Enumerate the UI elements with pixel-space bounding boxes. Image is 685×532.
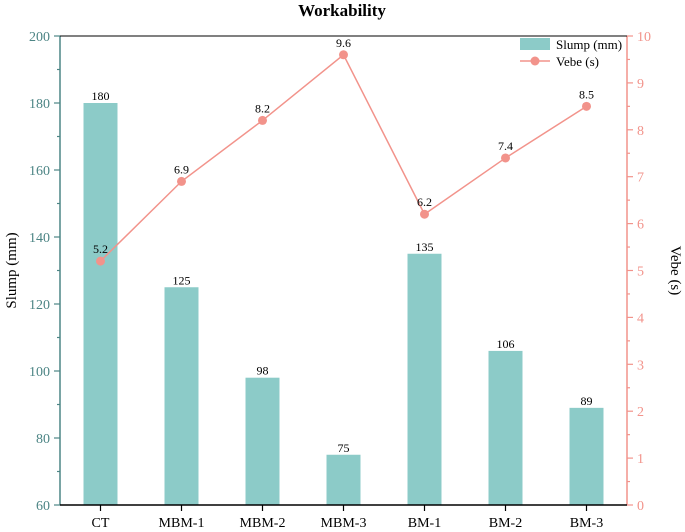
right-tick-label: 2 bbox=[637, 405, 644, 420]
slump-bar-label: 89 bbox=[581, 394, 593, 408]
slump-bar-label: 106 bbox=[497, 337, 515, 351]
vebe-point-label: 5.2 bbox=[93, 242, 108, 256]
right-tick-label: 3 bbox=[637, 358, 644, 373]
slump-bar bbox=[326, 454, 361, 505]
slump-bar-label: 125 bbox=[173, 273, 191, 287]
left-tick-label: 120 bbox=[29, 298, 50, 313]
right-tick-label: 9 bbox=[637, 77, 644, 92]
right-tick-label: 4 bbox=[637, 311, 644, 326]
legend-slump-label: Slump (mm) bbox=[556, 37, 622, 52]
right-tick-label: 7 bbox=[637, 171, 644, 186]
slump-bar bbox=[164, 287, 199, 505]
vebe-point bbox=[339, 50, 348, 60]
left-tick-label: 80 bbox=[36, 432, 50, 447]
left-tick-label: 200 bbox=[29, 30, 50, 45]
line-layer: 5.2 6.9 8.2 9.6 6.2 7.4 8.5 bbox=[93, 36, 594, 266]
slump-bar-label: 75 bbox=[338, 441, 350, 455]
bars-layer: 180 125 98 75 135 106 89 bbox=[83, 89, 604, 505]
right-tick-label: 1 bbox=[637, 452, 644, 467]
x-category-label: BM-3 bbox=[570, 516, 603, 531]
left-tick-label: 140 bbox=[29, 231, 50, 246]
vebe-point-label: 9.6 bbox=[336, 36, 351, 50]
x-category-label: BM-1 bbox=[408, 516, 441, 531]
right-tick-label: 5 bbox=[637, 265, 644, 280]
right-tick-label: 0 bbox=[637, 499, 644, 514]
vebe-point bbox=[258, 115, 267, 125]
slump-bar bbox=[83, 103, 118, 505]
legend-vebe-marker bbox=[530, 56, 540, 66]
x-category-label: CT bbox=[92, 516, 110, 531]
vebe-point bbox=[177, 176, 186, 186]
left-tick-label: 60 bbox=[36, 499, 50, 514]
x-category-label: MBM-3 bbox=[321, 516, 367, 531]
vebe-point bbox=[582, 101, 591, 111]
legend-slump-swatch bbox=[520, 38, 550, 50]
right-tick-label: 8 bbox=[637, 124, 644, 139]
vebe-point-label: 6.9 bbox=[174, 162, 189, 176]
left-tick-label: 160 bbox=[29, 164, 50, 179]
right-tick-label: 10 bbox=[637, 30, 651, 45]
slump-bar-label: 180 bbox=[92, 89, 110, 103]
left-axis-title: Slump (mm) bbox=[4, 232, 20, 308]
slump-bar bbox=[569, 407, 604, 505]
slump-bar bbox=[245, 377, 280, 505]
x-category-label: BM-2 bbox=[489, 516, 522, 531]
right-axis-title: Vebe (s) bbox=[667, 246, 683, 296]
right-tick-label: 6 bbox=[637, 218, 644, 233]
slump-bar-label: 98 bbox=[257, 364, 269, 378]
slump-bar bbox=[407, 253, 442, 505]
vebe-point-label: 6.2 bbox=[417, 195, 432, 209]
vebe-point-label: 7.4 bbox=[498, 139, 513, 153]
legend-vebe-label: Vebe (s) bbox=[556, 54, 599, 69]
chart-title: Workability bbox=[298, 1, 386, 20]
vebe-point-label: 8.5 bbox=[579, 87, 594, 101]
legend: Slump (mm) Vebe (s) bbox=[520, 37, 622, 69]
vebe-point bbox=[96, 256, 105, 266]
slump-bar-label: 135 bbox=[416, 240, 434, 254]
x-category-label: MBM-2 bbox=[240, 516, 286, 531]
x-category-label: MBM-1 bbox=[159, 516, 205, 531]
slump-bar bbox=[488, 350, 523, 505]
left-tick-label: 180 bbox=[29, 97, 50, 112]
vebe-point bbox=[420, 209, 429, 219]
vebe-point bbox=[501, 153, 510, 163]
left-tick-label: 100 bbox=[29, 365, 50, 380]
vebe-point-label: 8.2 bbox=[255, 101, 270, 115]
vebe-series-line bbox=[99, 53, 587, 262]
